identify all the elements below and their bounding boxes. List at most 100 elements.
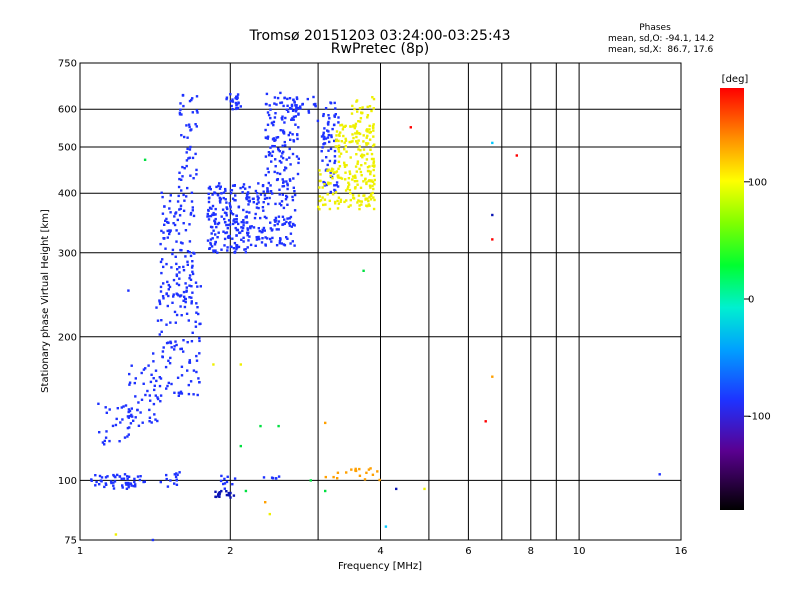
data-point	[267, 170, 270, 174]
data-point	[223, 482, 227, 485]
data-point	[358, 467, 361, 471]
data-point	[338, 165, 342, 168]
data-point	[173, 215, 176, 218]
data-point	[178, 208, 181, 211]
data-point	[159, 394, 163, 397]
data-point	[154, 394, 157, 397]
data-point	[285, 108, 289, 111]
data-point	[252, 197, 255, 200]
data-point	[222, 230, 225, 233]
data-point	[198, 339, 201, 343]
data-point	[186, 260, 189, 263]
data-point	[335, 134, 338, 137]
data-point	[227, 491, 230, 495]
data-point	[263, 229, 266, 232]
data-point	[291, 198, 295, 202]
data-point	[229, 209, 233, 213]
data-point	[190, 200, 194, 203]
data-point	[365, 181, 368, 184]
data-point	[248, 196, 251, 199]
data-point	[185, 159, 189, 162]
data-point	[245, 221, 248, 224]
data-point	[250, 225, 253, 228]
data-point	[347, 205, 350, 208]
data-point	[290, 103, 294, 107]
data-point	[127, 289, 130, 292]
data-point	[207, 208, 210, 212]
data-point	[354, 467, 357, 471]
data-point	[165, 387, 168, 390]
data-point	[347, 185, 350, 188]
data-point	[345, 164, 348, 167]
data-point	[368, 138, 372, 141]
x-tick-label: 2	[227, 546, 233, 557]
data-point	[491, 375, 494, 378]
data-point	[255, 202, 259, 206]
data-point	[159, 400, 162, 403]
data-point	[344, 145, 347, 148]
data-point	[229, 496, 232, 499]
data-point	[177, 294, 180, 297]
x-tick-label: 8	[528, 546, 534, 557]
data-point	[372, 207, 376, 211]
data-point	[182, 350, 185, 353]
data-point	[190, 285, 193, 288]
data-point	[329, 171, 332, 174]
data-point	[372, 97, 376, 101]
data-point	[159, 285, 163, 289]
data-point	[161, 195, 164, 199]
data-point	[384, 525, 388, 528]
data-point	[290, 225, 293, 228]
data-point	[191, 111, 194, 114]
data-point	[356, 132, 359, 135]
data-point	[294, 109, 297, 112]
data-point	[187, 392, 191, 396]
data-point	[307, 111, 311, 114]
data-point	[178, 171, 181, 174]
data-point	[209, 238, 213, 241]
data-point	[166, 304, 169, 308]
data-point	[353, 126, 356, 130]
data-point	[174, 255, 177, 258]
data-point	[153, 388, 156, 392]
data-point	[94, 474, 97, 477]
data-point	[373, 198, 376, 202]
data-point	[195, 370, 198, 374]
data-point	[174, 211, 178, 214]
data-point	[175, 229, 178, 232]
data-point	[322, 203, 325, 207]
data-point	[181, 93, 185, 97]
data-point	[294, 123, 297, 126]
data-point	[359, 149, 362, 152]
data-point	[367, 169, 370, 173]
data-point	[208, 196, 211, 199]
data-point	[129, 482, 132, 485]
data-point	[275, 136, 278, 139]
data-point	[187, 157, 190, 160]
x-tick-label: 16	[675, 546, 688, 557]
colorbar-label: [deg]	[722, 74, 749, 85]
data-point	[356, 160, 360, 163]
data-point	[372, 157, 375, 161]
data-point	[355, 130, 359, 133]
data-point	[108, 408, 111, 411]
data-point	[173, 391, 176, 394]
x-tick-label: 10	[573, 546, 586, 557]
data-point	[366, 142, 370, 145]
data-point	[128, 414, 132, 418]
data-point	[423, 487, 426, 491]
data-point	[266, 167, 269, 170]
data-point	[261, 237, 264, 240]
data-point	[285, 220, 288, 224]
data-point	[235, 97, 239, 101]
data-point	[225, 490, 228, 493]
data-point	[370, 109, 373, 113]
data-point	[190, 191, 194, 194]
data-point	[351, 104, 354, 108]
data-point	[267, 190, 270, 193]
data-point	[192, 177, 195, 180]
data-point	[224, 187, 227, 191]
data-point	[255, 192, 259, 195]
data-point	[336, 199, 339, 203]
data-point	[218, 199, 222, 203]
